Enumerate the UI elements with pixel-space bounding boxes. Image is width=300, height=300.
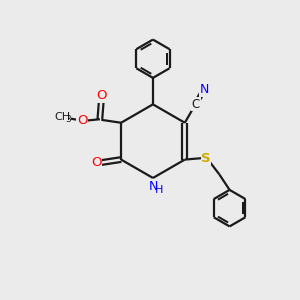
Text: CH: CH <box>54 112 70 122</box>
Text: O: O <box>77 114 88 127</box>
Text: H: H <box>155 185 164 195</box>
Text: S: S <box>201 152 211 165</box>
Text: N: N <box>148 180 158 193</box>
Text: C: C <box>192 98 200 111</box>
Text: 3: 3 <box>65 115 71 124</box>
Text: O: O <box>91 156 102 169</box>
Text: N: N <box>199 83 208 96</box>
Text: O: O <box>96 89 106 102</box>
